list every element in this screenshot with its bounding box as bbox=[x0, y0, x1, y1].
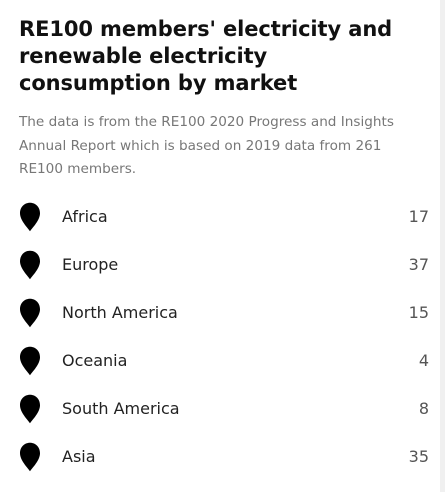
market-row-europe: Europe 37 bbox=[19, 241, 429, 289]
map-pin-icon bbox=[20, 202, 40, 231]
market-value: 17 bbox=[408, 207, 429, 226]
market-label: South America bbox=[62, 399, 180, 418]
market-value: 15 bbox=[408, 303, 429, 322]
map-pin-icon bbox=[20, 298, 40, 327]
map-pin-icon bbox=[20, 442, 40, 471]
market-value: 8 bbox=[418, 399, 429, 418]
market-row-oceania: Oceania 4 bbox=[19, 337, 429, 385]
page-title: RE100 members' electricity and renewable… bbox=[19, 17, 393, 95]
market-row-asia: Asia 35 bbox=[19, 433, 429, 481]
market-value: 4 bbox=[418, 351, 429, 370]
scrollbar-track[interactable] bbox=[440, 0, 445, 492]
page-subtitle: The data is from the RE100 2020 Progress… bbox=[19, 114, 394, 177]
map-pin-icon bbox=[20, 394, 40, 423]
market-label: Asia bbox=[62, 447, 96, 466]
market-label: North America bbox=[62, 303, 178, 322]
market-row-south-america: South America 8 bbox=[19, 385, 429, 433]
market-row-africa: Africa 17 bbox=[19, 193, 429, 241]
map-pin-icon bbox=[20, 250, 40, 279]
market-label: Oceania bbox=[62, 351, 128, 370]
market-value: 35 bbox=[408, 447, 429, 466]
market-row-north-america: North America 15 bbox=[19, 289, 429, 337]
market-label: Africa bbox=[62, 207, 108, 226]
market-list: Africa 17 Europe 37 North America 15 Oce… bbox=[19, 193, 429, 481]
market-value: 37 bbox=[408, 255, 429, 274]
map-pin-icon bbox=[20, 346, 40, 375]
market-label: Europe bbox=[62, 255, 119, 274]
